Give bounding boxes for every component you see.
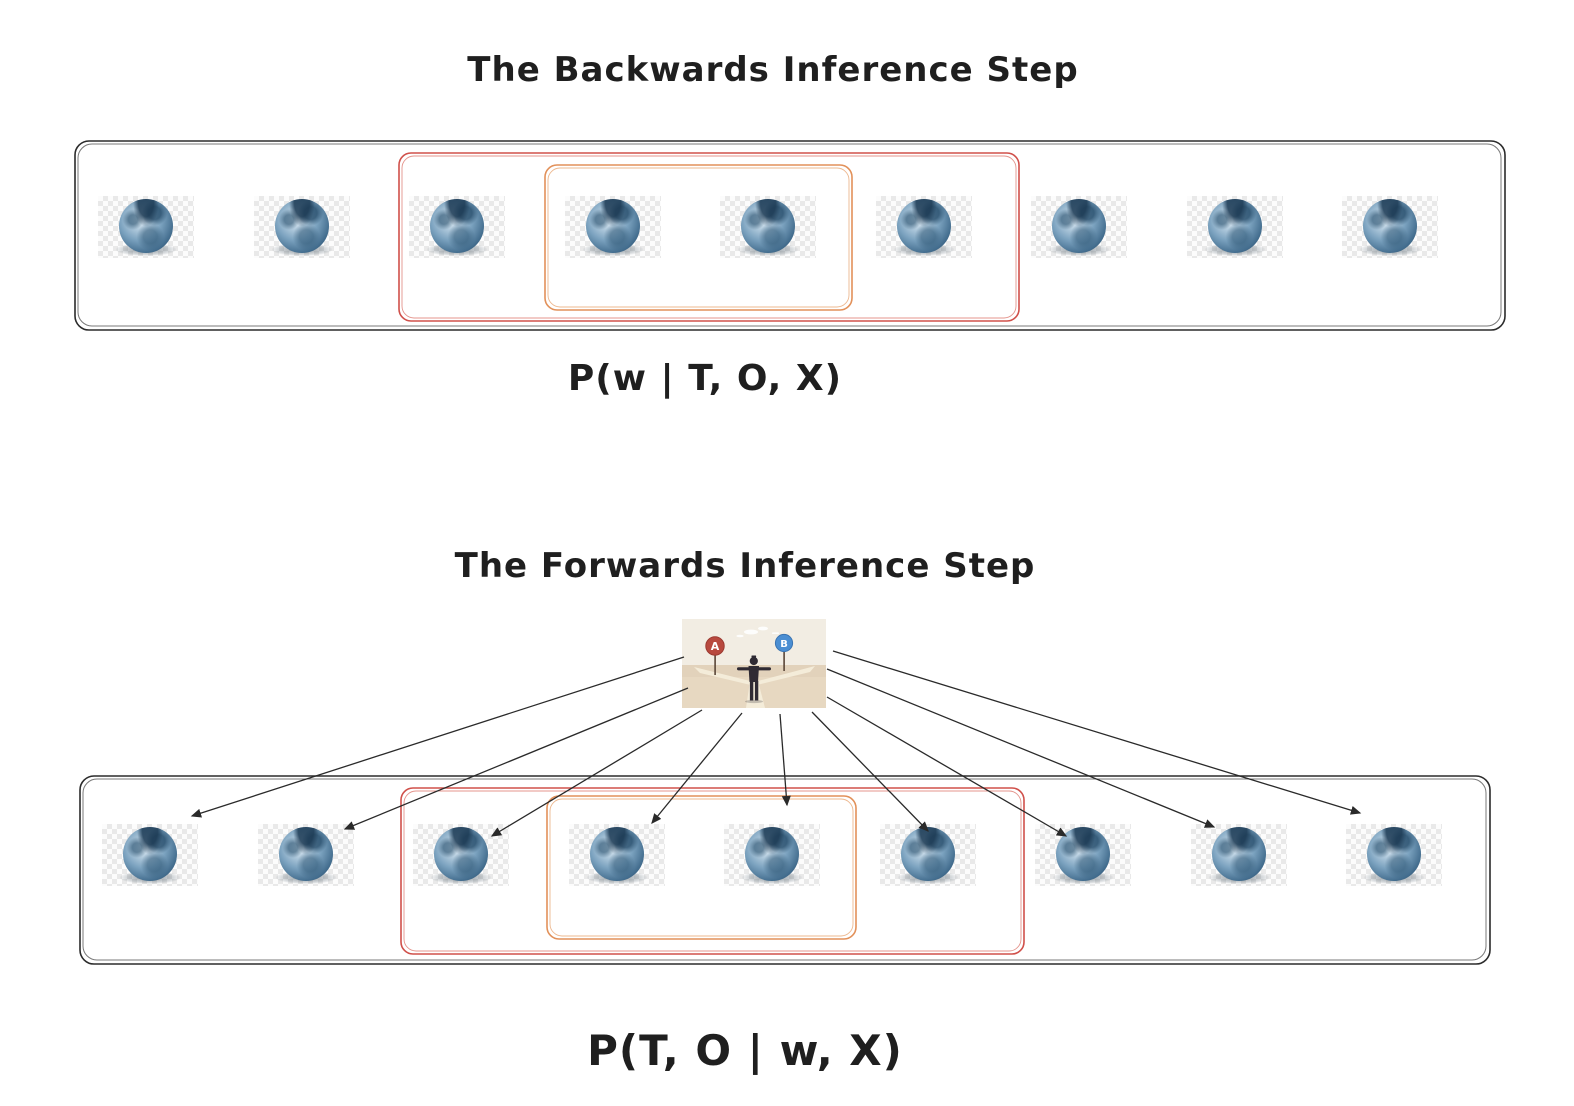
globe-sphere: [430, 199, 484, 253]
sign-a-label: A: [711, 640, 720, 653]
globe-icon: [720, 196, 816, 258]
globe-icon: [98, 196, 194, 258]
arrow-to-globe-7: [826, 696, 1068, 837]
sign-a-icon: A: [705, 636, 725, 675]
arrow-to-globe-4: [651, 712, 743, 825]
arrow-to-globe-3: [490, 709, 703, 837]
globe-icon: [1186, 196, 1283, 258]
globe-icon: [1190, 824, 1287, 886]
globe-sphere: [741, 199, 795, 253]
arrow-to-globe-2: [343, 687, 689, 830]
section-title-backwards: The Backwards Inference Step: [467, 50, 1079, 90]
globe-row-forwards: [102, 824, 1442, 886]
globe-sphere: [1211, 827, 1266, 881]
crossroads-illustration: A B: [682, 619, 826, 708]
globe-sphere: [1056, 827, 1110, 881]
globe-sphere: [1052, 199, 1106, 253]
cloud-icons: [736, 626, 779, 638]
arrow-to-globe-8: [826, 668, 1216, 828]
globe-icon: [253, 196, 350, 258]
globe-sphere: [278, 827, 333, 881]
globe-sphere: [896, 199, 951, 253]
crossroads-image: A B: [682, 619, 826, 708]
formula-backwards: P(w | T, O, X): [567, 358, 843, 399]
formula-forwards: P(T, O | w, X): [587, 1026, 903, 1075]
globe-sphere: [589, 827, 644, 881]
globe-icon: [564, 196, 661, 258]
globe-icon: [1035, 824, 1131, 886]
arrow-to-globe-5: [779, 713, 791, 807]
globe-icon: [409, 196, 505, 258]
section-title-forwards: The Forwards Inference Step: [454, 546, 1036, 586]
globe-row-backwards: [98, 196, 1438, 258]
globe-sphere: [1363, 199, 1417, 253]
globe-icon: [879, 824, 976, 886]
globe-sphere: [434, 827, 488, 881]
globe-sphere: [274, 199, 329, 253]
arrow-to-globe-1: [190, 656, 685, 818]
globe-sphere: [119, 199, 173, 253]
sign-b-label: B: [780, 639, 788, 650]
globe-icon: [568, 824, 665, 886]
globe-icon: [257, 824, 354, 886]
globe-sphere: [1207, 199, 1262, 253]
globe-icon: [724, 824, 820, 886]
globe-icon: [1346, 824, 1442, 886]
person-icon: [737, 655, 771, 704]
globe-sphere: [123, 827, 177, 881]
globe-icon: [102, 824, 198, 886]
globe-icon: [413, 824, 509, 886]
arrow-to-globe-6: [811, 711, 929, 832]
globe-sphere: [900, 827, 955, 881]
arrow-to-globe-9: [832, 650, 1362, 815]
globe-icon: [1031, 196, 1127, 258]
globe-sphere: [745, 827, 799, 881]
sign-b-icon: B: [774, 633, 794, 671]
globe-sphere: [585, 199, 640, 253]
globe-icon: [875, 196, 972, 258]
globe-icon: [1342, 196, 1438, 258]
globe-sphere: [1367, 827, 1421, 881]
